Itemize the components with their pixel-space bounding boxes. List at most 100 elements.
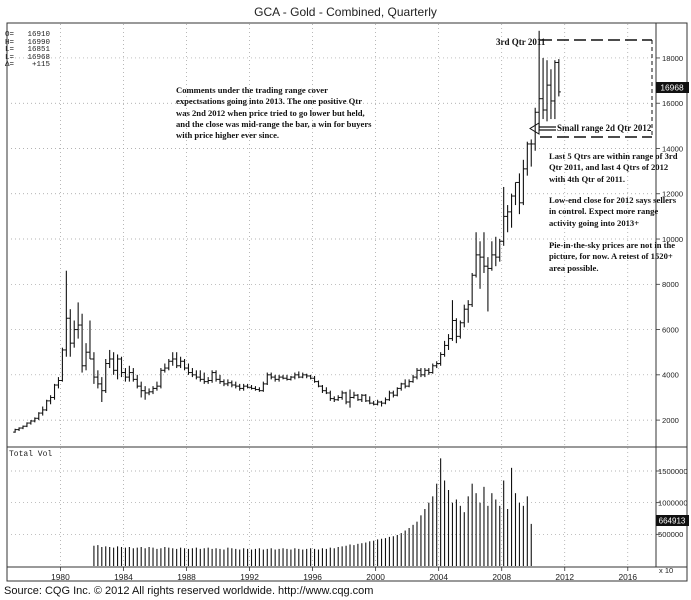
price-bar	[52, 383, 57, 400]
volume-tick-label: 1000000	[658, 498, 688, 507]
price-bar	[328, 390, 333, 401]
price-bar	[48, 395, 53, 405]
year-tick-label: 1996	[303, 572, 322, 582]
ohlc-last: L= 16968	[5, 53, 51, 62]
price-bar	[72, 320, 77, 348]
price-bar	[320, 385, 325, 393]
ohlc-readout: O= 16910 H= 16990 L= 16851 L= 16968 Δ= +…	[5, 31, 51, 70]
ohlc-high: H= 16990	[5, 38, 51, 47]
q3-2011-annotation: 3rd Qtr 2011	[496, 37, 546, 47]
price-bar	[426, 368, 431, 375]
chart-frame	[6, 22, 688, 582]
price-bar	[225, 379, 230, 387]
price-bar	[151, 386, 156, 395]
price-bar	[344, 391, 349, 405]
price-bar	[76, 302, 81, 339]
price-axis-ticks: 2000 4000 6000 8000 10000 12000 14000 16000 1800…	[656, 54, 683, 425]
price-bar	[111, 352, 116, 375]
price-bar	[166, 358, 171, 371]
price-bar	[60, 347, 65, 382]
price-bar	[336, 395, 341, 401]
price-bar	[64, 270, 69, 357]
price-bar	[403, 379, 408, 389]
price-bar	[438, 352, 443, 366]
price-bar	[450, 300, 455, 341]
price-bar	[296, 371, 301, 379]
price-tick-label: 14000	[662, 144, 683, 153]
year-tick-label: 2008	[492, 572, 511, 582]
price-bar	[517, 173, 522, 215]
year-tick-label: 1984	[114, 572, 133, 582]
price-bar	[395, 387, 400, 397]
price-bar	[135, 374, 140, 389]
price-bar	[422, 368, 427, 378]
price-bar	[434, 361, 439, 369]
price-bar	[84, 343, 89, 371]
price-tick-label: 12000	[662, 190, 683, 199]
price-bar	[348, 389, 353, 408]
price-bar	[541, 57, 546, 120]
price-bar	[229, 380, 234, 388]
price-bar	[158, 368, 163, 389]
price-bar	[387, 390, 392, 401]
source-credit: Source: CQG Inc. © 2012 All rights reser…	[4, 585, 374, 597]
volume-panel-label: Total Vol	[9, 450, 53, 459]
price-bar	[501, 186, 506, 246]
price-bar	[391, 390, 396, 398]
price-bar	[154, 381, 159, 391]
price-bar	[217, 374, 222, 384]
price-bar	[312, 375, 317, 383]
price-tick-label: 8000	[662, 280, 679, 289]
price-bar	[399, 382, 404, 391]
time-axis-ticks: 1980 1984 1988 1992 1996 2000 2004 2008 2012 2016	[51, 567, 637, 582]
price-bar	[509, 193, 514, 228]
price-bar	[237, 383, 242, 391]
price-bar	[91, 352, 96, 384]
lowend-annotation: Low-end close for 2012 says sellers in c…	[549, 195, 677, 228]
price-bar	[533, 107, 538, 151]
price-bar	[17, 427, 22, 431]
price-bar	[214, 370, 219, 382]
price-bar	[182, 358, 187, 371]
price-bar	[548, 69, 553, 120]
price-bar	[485, 257, 490, 312]
ohlc-change: Δ= +115	[5, 61, 51, 70]
price-bar	[489, 241, 494, 271]
price-bar	[379, 400, 384, 407]
last5-annotation: Last 5 Qtrs are within range of 3rd Qtr …	[549, 151, 678, 184]
price-bar	[474, 232, 479, 278]
price-bar	[28, 420, 33, 425]
price-bar	[411, 374, 416, 383]
price-bar	[190, 368, 195, 378]
price-tick-label: 2000	[662, 416, 679, 425]
price-bar	[210, 370, 215, 383]
year-tick-label: 2004	[429, 572, 448, 582]
price-bar	[221, 379, 226, 387]
price-bar	[24, 422, 29, 428]
ohlc-low: L= 16851	[5, 46, 51, 55]
price-bar	[332, 396, 337, 402]
price-bar	[537, 30, 542, 131]
price-bar	[40, 406, 45, 416]
price-bar	[103, 358, 108, 393]
price-bar	[359, 394, 364, 402]
price-bar	[233, 381, 238, 389]
price-bar	[367, 396, 372, 405]
year-tick-label: 2012	[555, 572, 574, 582]
price-bar	[68, 309, 73, 357]
volume-multiplier: x 10	[659, 566, 673, 575]
price-bar	[261, 381, 266, 392]
price-bar	[545, 60, 550, 122]
price-bar	[115, 354, 120, 380]
price-bar	[143, 386, 148, 400]
price-bar	[383, 397, 388, 405]
price-bar	[273, 374, 278, 382]
price-bar	[80, 313, 85, 373]
price-bar	[414, 368, 419, 380]
price-tick-label: 6000	[662, 325, 679, 334]
price-bar	[355, 394, 360, 401]
price-tick-label: 18000	[662, 54, 683, 63]
price-bar	[505, 205, 510, 233]
chart-title: GCA - Gold - Combined, Quarterly	[254, 5, 437, 19]
